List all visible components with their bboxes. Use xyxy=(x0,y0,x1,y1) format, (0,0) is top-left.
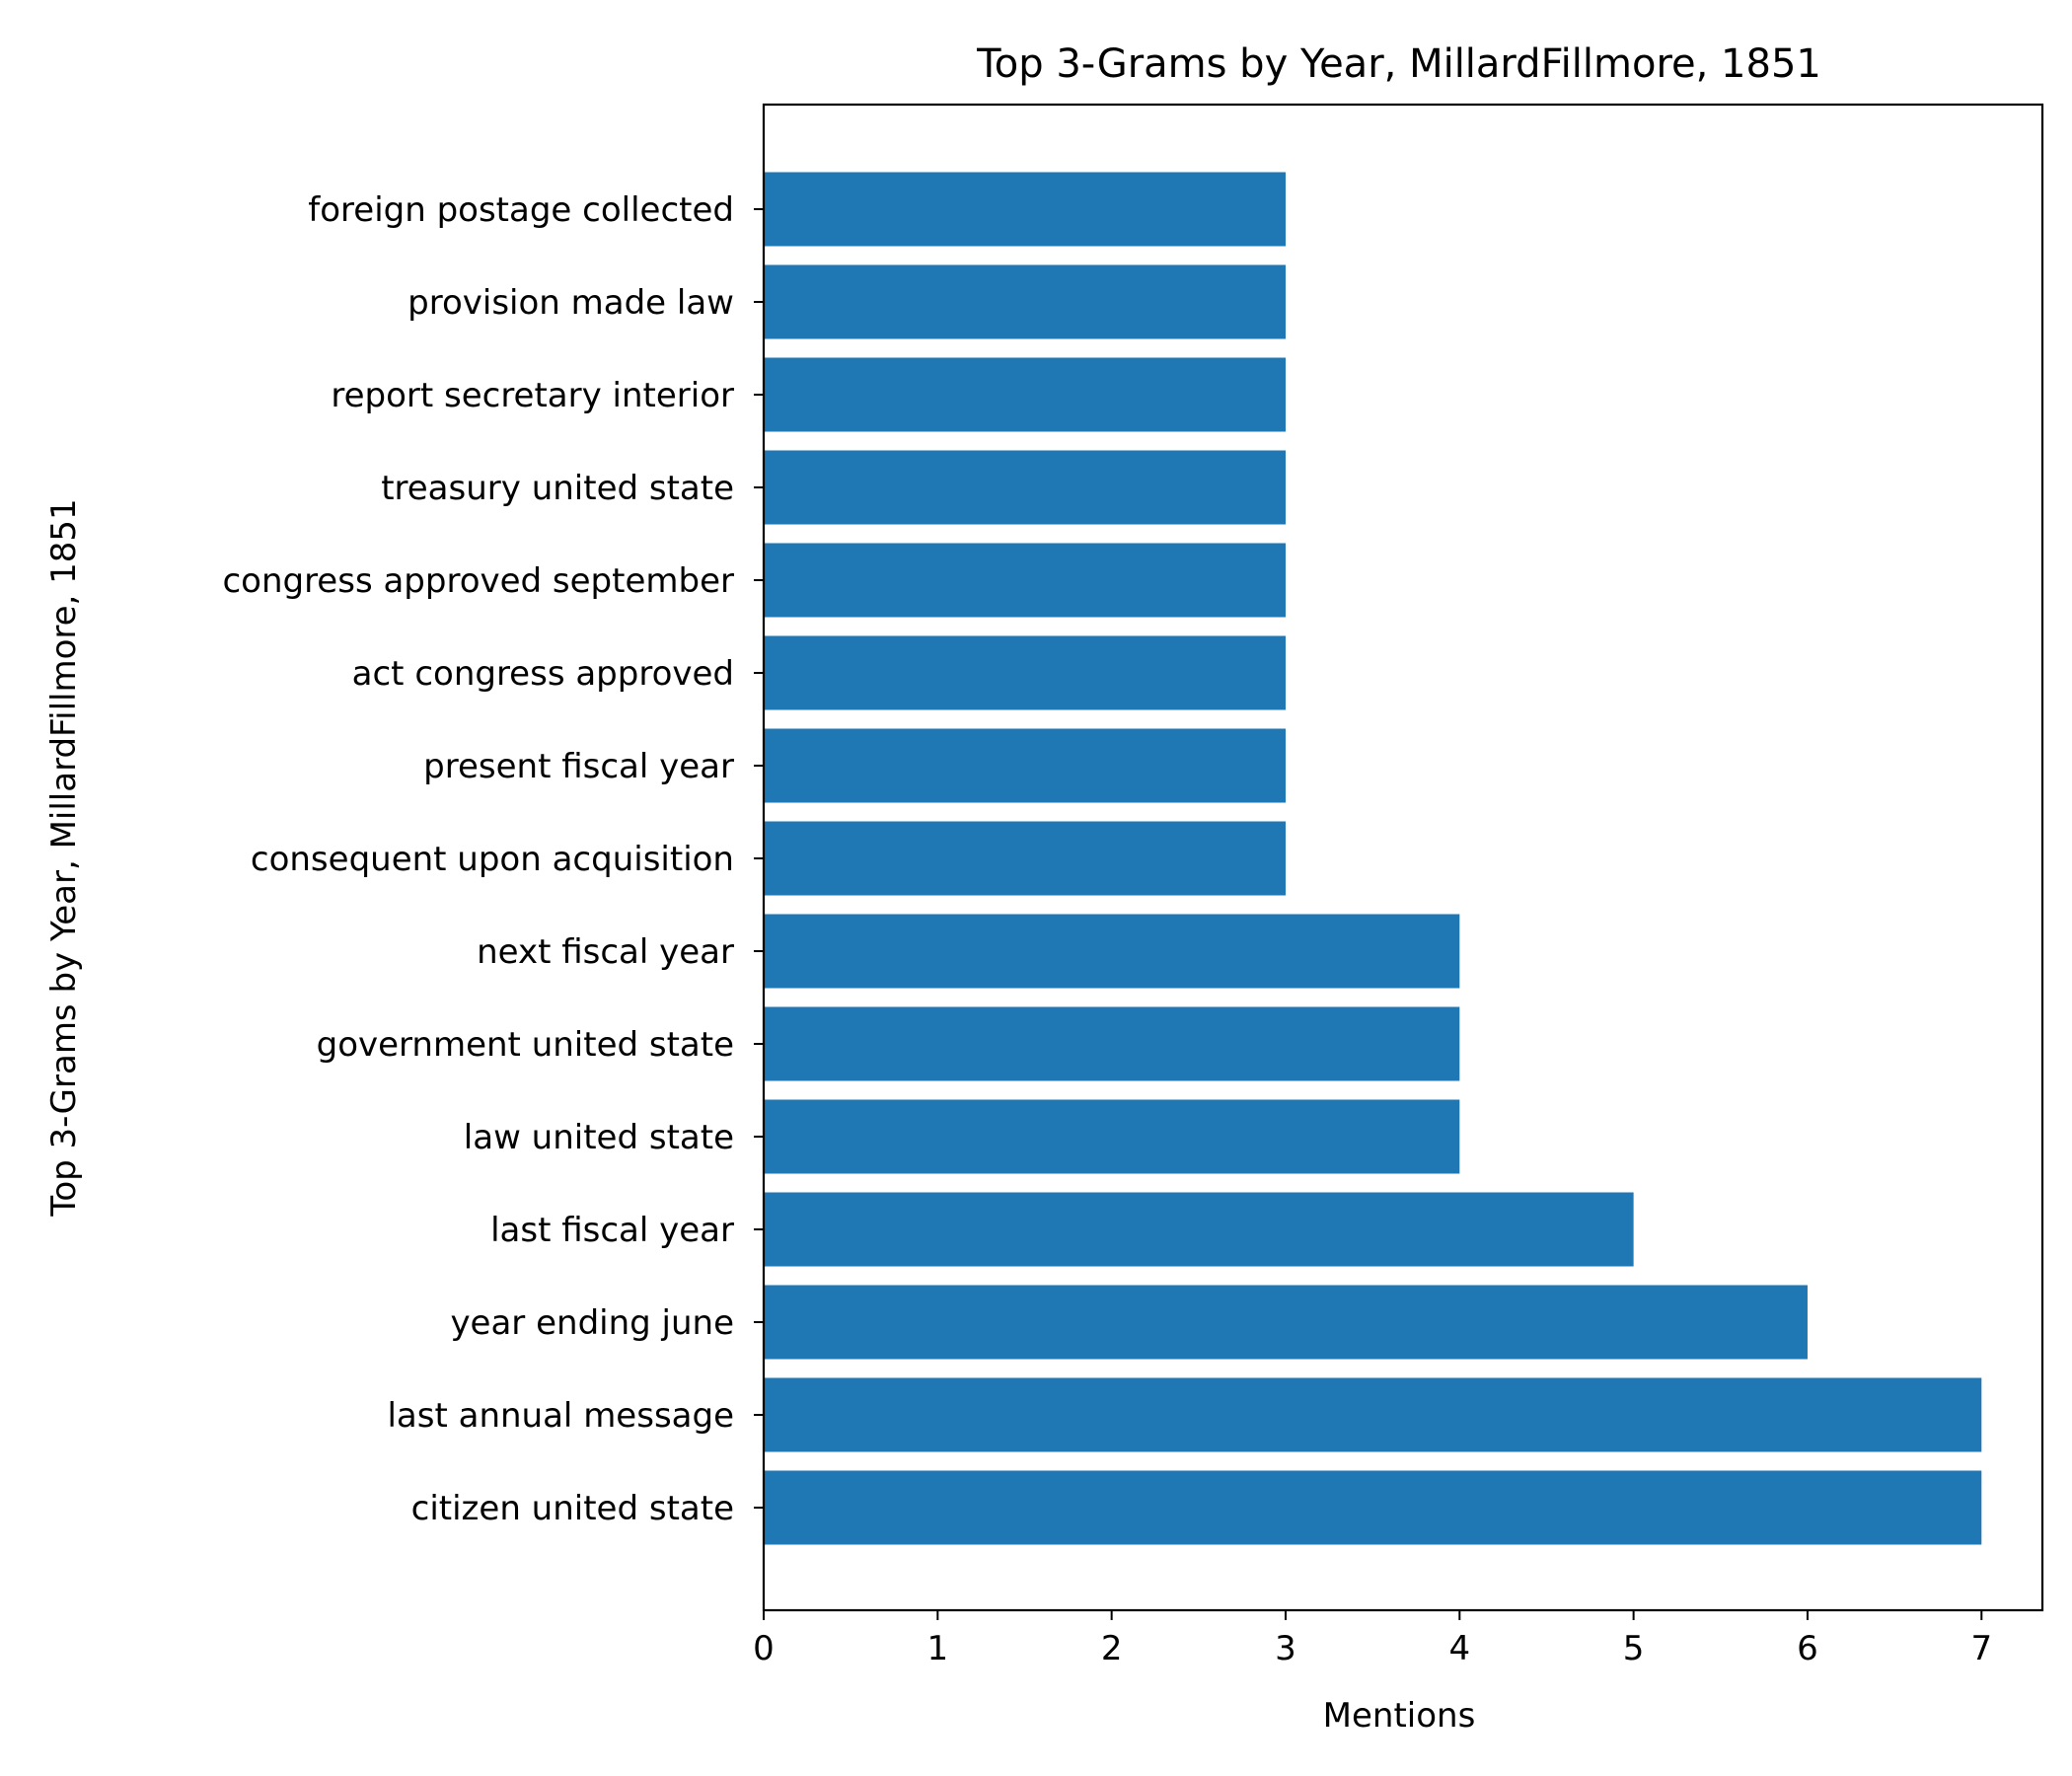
x-tick-label: 7 xyxy=(1970,1629,1992,1668)
plot-frame xyxy=(762,103,2044,1612)
bar-provision-made-law xyxy=(764,264,1286,339)
bars-group xyxy=(764,172,1982,1545)
y-tick-label: act congress approved xyxy=(352,654,734,694)
bar-foreign-postage-collected xyxy=(764,172,1286,247)
x-axis-ticks: 0 1 2 3 4 5 6 7 xyxy=(753,1610,1992,1668)
bar-act-congress-approved xyxy=(764,635,1286,710)
y-tick-label: next fiscal year xyxy=(477,932,734,972)
y-tick-label: present fiscal year xyxy=(423,747,734,786)
y-tick-label: foreign postage collected xyxy=(308,190,734,230)
y-tick-label: citizen united state xyxy=(411,1489,734,1528)
x-tick-label: 6 xyxy=(1797,1629,1818,1668)
bar-last-fiscal-year xyxy=(764,1192,1634,1267)
bar-treasury-united-state xyxy=(764,450,1286,525)
bar-next-fiscal-year xyxy=(764,914,1460,989)
x-tick-label: 4 xyxy=(1448,1629,1470,1668)
y-axis-label: Top 3-Grams by Year, MillardFillmore, 18… xyxy=(44,498,84,1217)
bar-law-united-state xyxy=(764,1099,1460,1174)
bar-last-annual-message xyxy=(764,1377,1982,1452)
y-tick-label: report secretary interior xyxy=(331,376,734,415)
x-tick-label: 2 xyxy=(1101,1629,1123,1668)
x-tick-label: 0 xyxy=(753,1629,775,1668)
y-tick-label: last annual message xyxy=(387,1396,734,1436)
y-tick-label: provision made law xyxy=(407,283,734,323)
y-tick-label: consequent upon acquisition xyxy=(251,840,734,879)
bar-government-united-state xyxy=(764,1006,1460,1081)
chart-title: Top 3-Grams by Year, MillardFillmore, 18… xyxy=(976,41,1821,87)
bar-year-ending-june xyxy=(764,1285,1808,1360)
x-tick-label: 1 xyxy=(927,1629,949,1668)
bar-congress-approved-september xyxy=(764,543,1286,618)
y-tick-label: year ending june xyxy=(450,1303,734,1343)
bar-citizen-united-state xyxy=(764,1470,1982,1545)
y-tick-label: last fiscal year xyxy=(490,1211,734,1250)
bar-consequent-upon-acquisition xyxy=(764,821,1286,896)
y-tick-label: government united state xyxy=(317,1025,734,1065)
y-tick-label: treasury united state xyxy=(381,469,734,508)
x-axis-label: Mentions xyxy=(1323,1696,1476,1736)
bar-present-fiscal-year xyxy=(764,728,1286,803)
y-tick-label: law united state xyxy=(464,1118,734,1157)
bar-report-secretary-interior xyxy=(764,357,1286,432)
x-tick-label: 5 xyxy=(1623,1629,1645,1668)
x-tick-label: 3 xyxy=(1275,1629,1296,1668)
y-axis-ticks: citizen united state last annual message y… xyxy=(222,190,764,1528)
y-tick-label: congress approved september xyxy=(222,561,734,601)
